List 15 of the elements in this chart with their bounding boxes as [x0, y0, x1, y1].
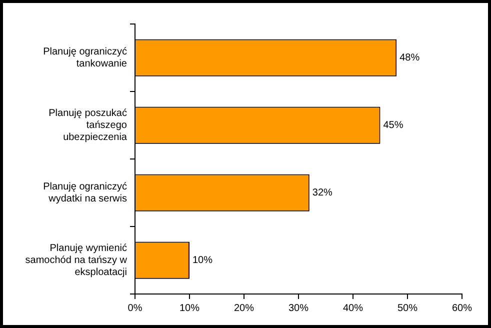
x-tick-label: 0% — [128, 302, 142, 314]
data-label: 48% — [400, 52, 420, 64]
data-label: 45% — [383, 120, 404, 131]
data-label: 32% — [312, 188, 333, 198]
x-tick-label: 30% — [288, 302, 309, 314]
x-tick-label: 60% — [452, 302, 472, 314]
y-tick-label: Planuję ograniczyć wydatki na serwis — [43, 182, 127, 204]
x-tick-label: 50% — [397, 302, 418, 314]
y-tick-label: Planuję wymienić samochód na tańszy w eksploatacji — [25, 243, 128, 278]
x-tick-label: 40% — [342, 302, 364, 314]
x-tick-label: 10% — [179, 302, 200, 314]
x-tick-label: 20% — [234, 302, 254, 314]
data-label: 10% — [192, 255, 213, 266]
y-tick-label: Planuję ograniczyć tankowanie — [43, 46, 128, 70]
y-tick-label: Planuję poszukać tańszego ubezpieczenia — [48, 108, 128, 143]
